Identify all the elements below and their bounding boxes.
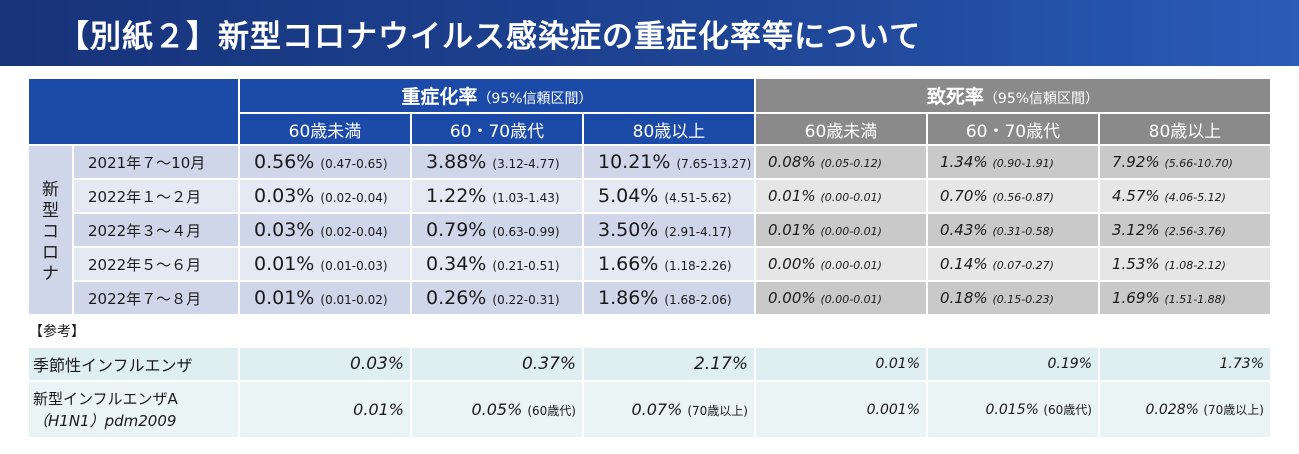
- fatality-cell: 0.08% (0.05-0.12): [756, 146, 926, 178]
- severity-cell: 1.22% (1.03-1.43): [412, 180, 582, 212]
- severity-cell: 5.04% (4.51-5.62): [584, 180, 754, 212]
- header-corner: [29, 79, 238, 144]
- fatality-cell: 0.01% (0.00-0.01): [756, 214, 926, 246]
- pandemic-flu-row: 新型インフルエンザA （H1N1）pdm2009 0.01% 0.05% (60歳…: [29, 382, 1270, 437]
- period-cell: 2022年５～６月: [74, 248, 238, 280]
- flu-fatality-cell: 0.001%: [756, 382, 926, 437]
- pandemic-flu-label: 新型インフルエンザA （H1N1）pdm2009: [29, 382, 238, 437]
- severity-age-header: 60・70歳代: [412, 114, 582, 144]
- flu-severity-cell: 0.01%: [240, 382, 410, 437]
- flu-severity-cell: 0.03%: [240, 348, 410, 380]
- flu-fatality-cell: 1.73%: [1100, 348, 1270, 380]
- fatality-cell: 1.69% (1.51-1.88): [1100, 282, 1270, 314]
- severity-cell: 10.21% (7.65-13.27): [584, 146, 754, 178]
- fatality-cell: 0.70% (0.56-0.87): [928, 180, 1098, 212]
- severity-cell: 0.26% (0.22-0.31): [412, 282, 582, 314]
- fatality-cell: 0.43% (0.31-0.58): [928, 214, 1098, 246]
- severity-header: 重症化率（95%信頼区間）: [240, 79, 754, 112]
- flu-severity-cell: 0.07% (70歳以上): [584, 382, 754, 437]
- rates-table: 重症化率（95%信頼区間） 致死率（95%信頼区間） 60歳未満 60・70歳代…: [27, 77, 1272, 439]
- fatality-cell: 0.00% (0.00-0.01): [756, 282, 926, 314]
- fatality-cell: 4.57% (4.06-5.12): [1100, 180, 1270, 212]
- covid-group-label: 新型コロナ: [29, 146, 72, 314]
- fatality-cell: 0.01% (0.00-0.01): [756, 180, 926, 212]
- table-row: 2022年７～８月 0.01% (0.01-0.02) 0.26% (0.22-…: [29, 282, 1270, 314]
- fatality-cell: 0.14% (0.07-0.27): [928, 248, 1098, 280]
- header-row-2: 60歳未満 60・70歳代 80歳以上 60歳未満 60・70歳代 80歳以上: [29, 114, 1270, 144]
- fatality-cell: 1.53% (1.08-2.12): [1100, 248, 1270, 280]
- table-row: 2022年３～４月 0.03% (0.02-0.04) 0.79% (0.63-…: [29, 214, 1270, 246]
- fatality-cell: 0.00% (0.00-0.01): [756, 248, 926, 280]
- period-cell: 2022年７～８月: [74, 282, 238, 314]
- fatality-age-header: 80歳以上: [1100, 114, 1270, 144]
- fatality-cell: 1.34% (0.90-1.91): [928, 146, 1098, 178]
- flu-fatality-cell: 0.015% (60歳代): [928, 382, 1098, 437]
- severity-cell: 3.88% (3.12-4.77): [412, 146, 582, 178]
- page-title: 【別紙２】新型コロナウイルス感染症の重症化率等について: [58, 18, 922, 55]
- fatality-age-header: 60・70歳代: [928, 114, 1098, 144]
- fatality-cell: 3.12% (2.56-3.76): [1100, 214, 1270, 246]
- severity-age-header: 80歳以上: [584, 114, 754, 144]
- fatality-cell: 0.18% (0.15-0.23): [928, 282, 1098, 314]
- severity-cell: 0.01% (0.01-0.03): [240, 248, 410, 280]
- flu-severity-cell: 0.05% (60歳代): [412, 382, 582, 437]
- covid-vertical-label: 新型コロナ: [42, 179, 59, 284]
- seasonal-flu-row: 季節性インフルエンザ 0.03% 0.37% 2.17% 0.01% 0.19%…: [29, 348, 1270, 380]
- table-row: 2022年５～６月 0.01% (0.01-0.03) 0.34% (0.21-…: [29, 248, 1270, 280]
- period-cell: 2022年１～２月: [74, 180, 238, 212]
- fatality-header: 致死率（95%信頼区間）: [756, 79, 1270, 112]
- flu-severity-cell: 2.17%: [584, 348, 754, 380]
- severity-cell: 0.34% (0.21-0.51): [412, 248, 582, 280]
- period-cell: 2021年７～10月: [74, 146, 238, 178]
- flu-fatality-cell: 0.01%: [756, 348, 926, 380]
- fatality-age-header: 60歳未満: [756, 114, 926, 144]
- flu-fatality-cell: 0.028% (70歳以上): [1100, 382, 1270, 437]
- flu-fatality-cell: 0.19%: [928, 348, 1098, 380]
- header-row-1: 重症化率（95%信頼区間） 致死率（95%信頼区間）: [29, 79, 1270, 144]
- reference-row: 【参考】: [29, 316, 1270, 346]
- reference-label: 【参考】: [29, 316, 1270, 346]
- title-banner: 【別紙２】新型コロナウイルス感染症の重症化率等について: [0, 0, 1299, 66]
- period-cell: 2022年３～４月: [74, 214, 238, 246]
- severity-cell: 0.01% (0.01-0.02): [240, 282, 410, 314]
- severity-cell: 3.50% (2.91-4.17): [584, 214, 754, 246]
- table-row: 2022年１～２月 0.03% (0.02-0.04) 1.22% (1.03-…: [29, 180, 1270, 212]
- severity-age-header: 60歳未満: [240, 114, 410, 144]
- severity-cell: 0.56% (0.47-0.65): [240, 146, 410, 178]
- severity-cell: 0.03% (0.02-0.04): [240, 214, 410, 246]
- fatality-cell: 7.92% (5.66-10.70): [1100, 146, 1270, 178]
- severity-cell: 1.86% (1.68-2.06): [584, 282, 754, 314]
- severity-cell: 0.03% (0.02-0.04): [240, 180, 410, 212]
- seasonal-flu-label: 季節性インフルエンザ: [29, 348, 238, 380]
- severity-cell: 1.66% (1.18-2.26): [584, 248, 754, 280]
- table-row: 新型コロナ 2021年７～10月 0.56% (0.47-0.65) 3.88%…: [29, 146, 1270, 314]
- flu-severity-cell: 0.37%: [412, 348, 582, 380]
- severity-cell: 0.79% (0.63-0.99): [412, 214, 582, 246]
